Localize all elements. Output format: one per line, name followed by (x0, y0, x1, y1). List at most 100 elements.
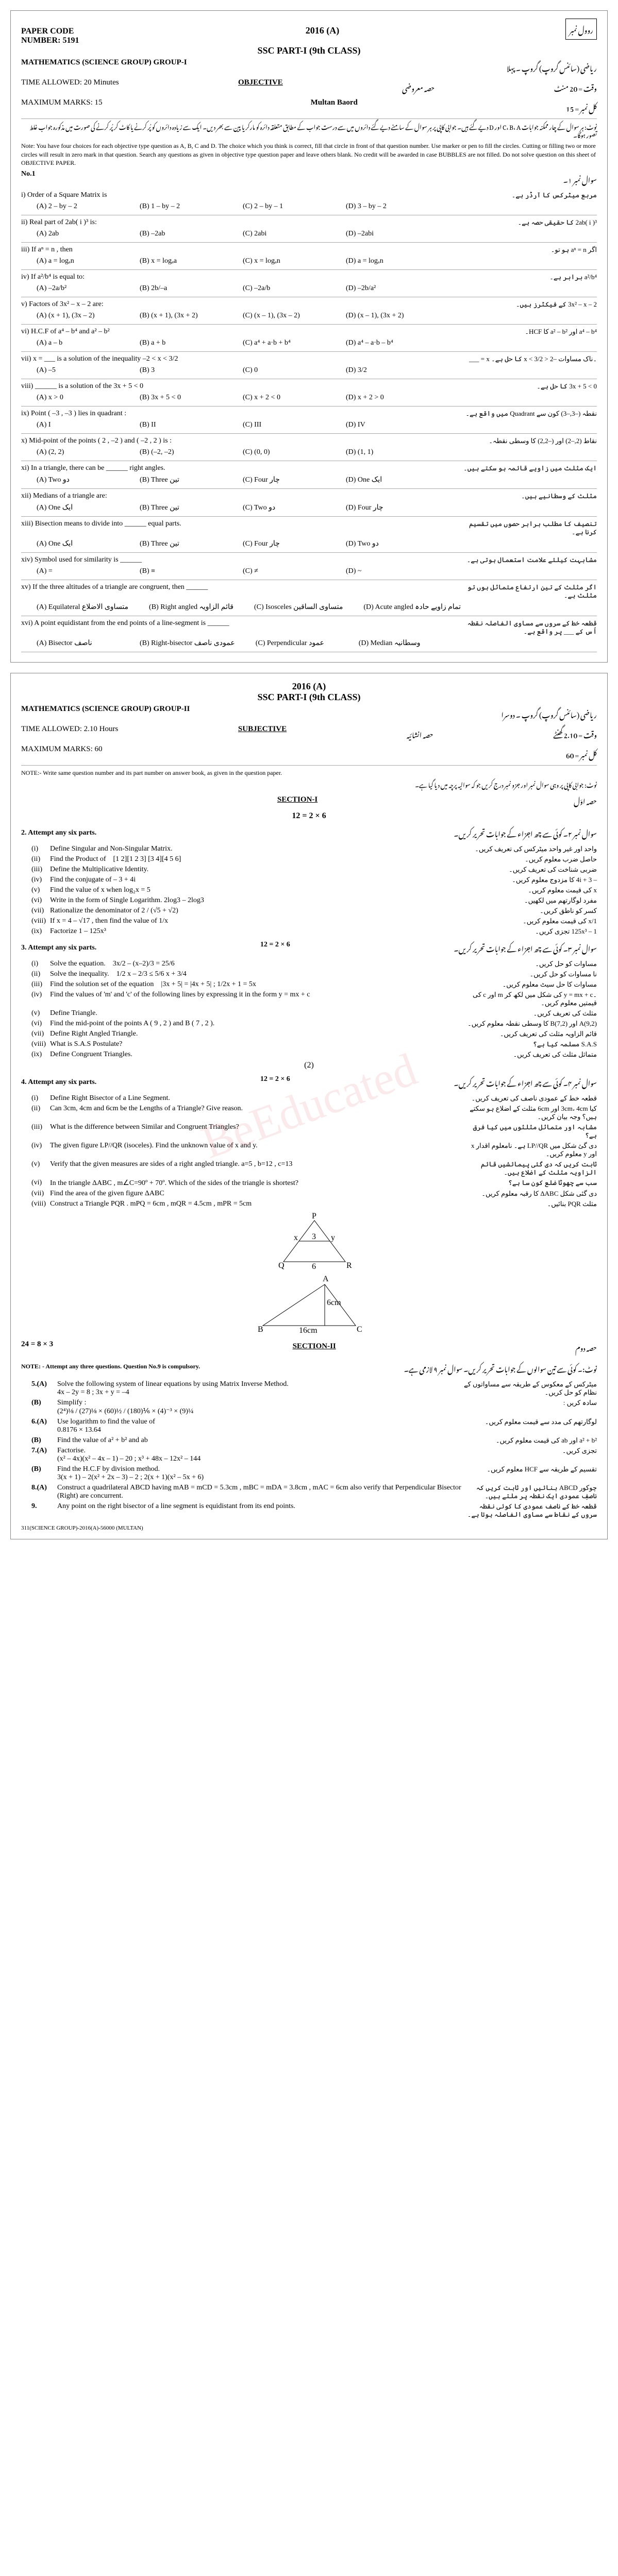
part-urdu: 1 – 125x³ تجزی کریں۔ (463, 927, 597, 936)
part-label: (viii) (31, 1040, 50, 1048)
svg-text:Q: Q (278, 1261, 285, 1270)
q2-part: (ix)Factorize 1 – 125x³1 – 125x³ تجزی کر… (31, 927, 597, 936)
q3-part: (vi)Find the mid-point of the points A (… (31, 1020, 597, 1028)
mcq-options: (A) Two دو(B) Three تین(C) Four چار(D) O… (37, 476, 597, 484)
mcq-options: (A) 2 – by – 2(B) 1 – by – 2(C) 2 – by –… (37, 202, 597, 211)
marks-eq-4: 12 = 2 × 6 (260, 1075, 290, 1089)
longq-urdu: a² + b² اور ab کی قیمت معلوم کریں۔ (463, 1436, 597, 1445)
mcq-options: (A) (x + 1), (3x – 2)(B) (x + 1), (3x + … (37, 312, 597, 320)
mcq-option: (D) –2abi (346, 230, 428, 238)
part-text: Find the area of the given figure ΔABC (50, 1190, 463, 1198)
longq-num: 8.(A) (31, 1484, 57, 1500)
longq-num: (B) (31, 1465, 57, 1482)
mcq-text-urdu: مشابہت کیلئے علامت استعمال ہوتی ہے۔ (463, 556, 597, 564)
mcq-text-urdu: تنصیف کا مطلب برابر حصوں میں تقسیم کرنا … (463, 520, 597, 536)
mcq-text-urdu: 3x + 5 < 0 کا حل ہے۔ (463, 382, 597, 391)
page-2-mark: (2) (21, 1061, 597, 1070)
mcq-iii: iii) If aⁿ = n , thenاگر aⁿ = n ہو تو۔ (21, 246, 597, 254)
note-urdu: نوٹ: ہر سوال کے چار ممکنہ جوابات C، B، A… (21, 122, 597, 139)
marks-2-urdu: کل نمبر = 60 (566, 745, 597, 763)
part-label: (vii) (31, 1190, 50, 1198)
objective-label: OBJECTIVE (238, 78, 283, 96)
longq-urdu: چوکور ABCD بنائیں اور ثابت کریں کہ ناصفِ… (463, 1484, 597, 1500)
time-urdu: وقت = 20 منٹ (554, 78, 597, 96)
subject-urdu: ریاضی (سائنس گروپ) گروپ ۔ پہلا (507, 58, 597, 76)
mcq-v: v) Factors of 3x² – x – 2 are:3x² – x – … (21, 300, 597, 309)
mcq-options: (A) I(B) II(C) III(D) IV (37, 421, 597, 429)
longq-text: Find the H.C.F by division method.3(x + … (57, 1465, 463, 1482)
part-text: Define Right Bisector of a Line Segment. (50, 1094, 463, 1103)
mcq-xiv: xiv) Symbol used for similarity is _____… (21, 556, 597, 564)
longq-urdu: قطعہ خط کے ناصف عمودی کا کوئی نقطہ سروں … (463, 1502, 597, 1519)
long-questions: 5.(A)Solve the following system of linea… (21, 1380, 597, 1519)
ssc-part-2: SSC PART-I (9th CLASS) (21, 692, 597, 703)
mcq-option: (C) Isosceles متساوی الساقین (254, 603, 343, 612)
mcq-text: v) Factors of 3x² – x – 2 are: (21, 300, 463, 309)
longq-text: Find the value of a² + b² and ab (57, 1436, 463, 1445)
part-label: (ii) (31, 1105, 50, 1121)
mcq-option: (C) Four چار (243, 539, 325, 548)
mcq-text: xv) If the three altitudes of a triangle… (21, 583, 463, 600)
mcq-option: (C) Perpendicular عمود (256, 639, 338, 648)
mcq-text-urdu: 2ab( i )³ کا حقیقی حصہ ہے۔ (463, 218, 597, 227)
mcq-text-urdu: اگر aⁿ = n ہو تو۔ (463, 246, 597, 254)
mcq-text: viii) ______ is a solution of the 3x + 5… (21, 382, 463, 391)
longq-num: 5.(A) (31, 1380, 57, 1397)
mcq-text-urdu: مثلث کے وسطانیے ہیں۔ (463, 492, 597, 500)
q4-part: (ii)Can 3cm, 4cm and 6cm be the Lengths … (31, 1105, 597, 1121)
part-text: Find the conjugate of – 3 + 4i (50, 876, 463, 884)
part-urdu: سب سے چھوٹا ضلع کون سا ہے؟ (463, 1179, 597, 1188)
time-row-2: TIME ALLOWED: 2.10 Hours SUBJECTIVE حصہ … (21, 725, 597, 743)
mcq-option: (B) 2b/–a (140, 284, 222, 293)
mcq-option: (B) II (140, 421, 222, 429)
mcq-options: (A) 2ab(B) –2ab(C) 2abi(D) –2abi (37, 230, 597, 238)
mcq-option: (A) (2, 2) (37, 448, 119, 456)
q1-header: No.1 سوال نمبر ۱۔ (21, 170, 597, 188)
mcq-text-urdu: ایک مثلث میں زاویے قائمہ ہو سکتے ہیں۔ (463, 464, 597, 472)
mcq-text: xiii) Bisection means to divide into ___… (21, 520, 463, 536)
longq-urdu: تجزی کریں۔ (463, 1447, 597, 1463)
part-label: (iv) (31, 1142, 50, 1158)
objective-urdu: حصہ معروضی (402, 78, 435, 96)
mcq-option: (B) 3x + 5 < 0 (140, 394, 222, 402)
mcq-option: (D) 3/2 (346, 366, 428, 375)
part-label: (viii) (31, 917, 50, 925)
mcq-text: xiv) Symbol used for similarity is _____… (21, 556, 463, 564)
mcq-option: (C) Two دو (243, 503, 325, 512)
mcq-option: (B) Three تین (140, 539, 222, 548)
mcq-option: (B) –2ab (140, 230, 222, 238)
q4-part: (iv)The given figure LP//QR (isoceles). … (31, 1142, 597, 1158)
q4-part: (iii)What is the difference between Simi… (31, 1123, 597, 1140)
long-q: 6.(A)Use logarithm to find the value of0… (31, 1418, 597, 1434)
q3-part: (v)Define Triangle.مثلث کی تعریف کریں۔ (31, 1009, 597, 1018)
mcq-xii: xii) Medians of a triangle are:مثلث کے و… (21, 492, 597, 500)
part-text: Solve the inequality. 1/2 x – 2/3 ≤ 5/6 … (50, 970, 463, 978)
mcq-options: (A) x > 0(B) 3x + 5 < 0(C) x + 2 < 0(D) … (37, 394, 597, 402)
subject-2: MATHEMATICS (SCIENCE GROUP) GROUP-II (21, 705, 190, 723)
mcq-option: (D) Four چار (346, 503, 428, 512)
mcq-text: xvi) A point equidistant from the end po… (21, 619, 463, 636)
mcq-text-urdu: ۔ناک مساوات –2 < x < 3/2 کا حل ہے۔ x = _… (463, 355, 597, 363)
svg-text:R: R (346, 1261, 352, 1270)
long-q: (B)Simplify :(2⁴)⅛ / (27)⅛ × (60)½ / (18… (31, 1399, 597, 1416)
mcq-option: (D) –2b/a² (346, 284, 428, 293)
svg-text:3: 3 (312, 1232, 316, 1241)
longq-text: Construct a quadrilateral ABCD having mA… (57, 1484, 463, 1500)
mcq-option: (C) x = logₐn (243, 257, 325, 265)
note-2: NOTE:- Write same question number and it… (21, 769, 597, 777)
q4-part: (v)Verify that the given measures are si… (31, 1160, 597, 1177)
longq-urdu: سادہ کریں : (463, 1399, 597, 1416)
svg-text:x: x (294, 1233, 298, 1242)
mcq-option: (A) I (37, 421, 119, 429)
mcq-option: (C) Four چار (243, 476, 325, 484)
mcq-xiii: xiii) Bisection means to divide into ___… (21, 520, 597, 536)
mcq-options: (A) a = logₐn(B) x = logₐa(C) x = logₐn(… (37, 257, 597, 265)
long-q: (B)Find the value of a² + b² and aba² + … (31, 1436, 597, 1445)
svg-text:y: y (331, 1233, 335, 1242)
part-urdu: S.A.S مسلمہ کیا ہے؟ (463, 1040, 597, 1048)
part-urdu: مشابہ اور متماثل مثلثوں میں کیا فرق ہے؟ (463, 1123, 597, 1140)
mcq-x: x) Mid-point of the points ( 2 , –2 ) an… (21, 437, 597, 445)
long-q: 5.(A)Solve the following system of linea… (31, 1380, 597, 1397)
mcq-text-urdu: اگر مثلث کے تین ارتفاع متماثل ہوں تو مثل… (463, 583, 597, 600)
marks-urdu: کل نمبر = 15 (566, 98, 597, 116)
